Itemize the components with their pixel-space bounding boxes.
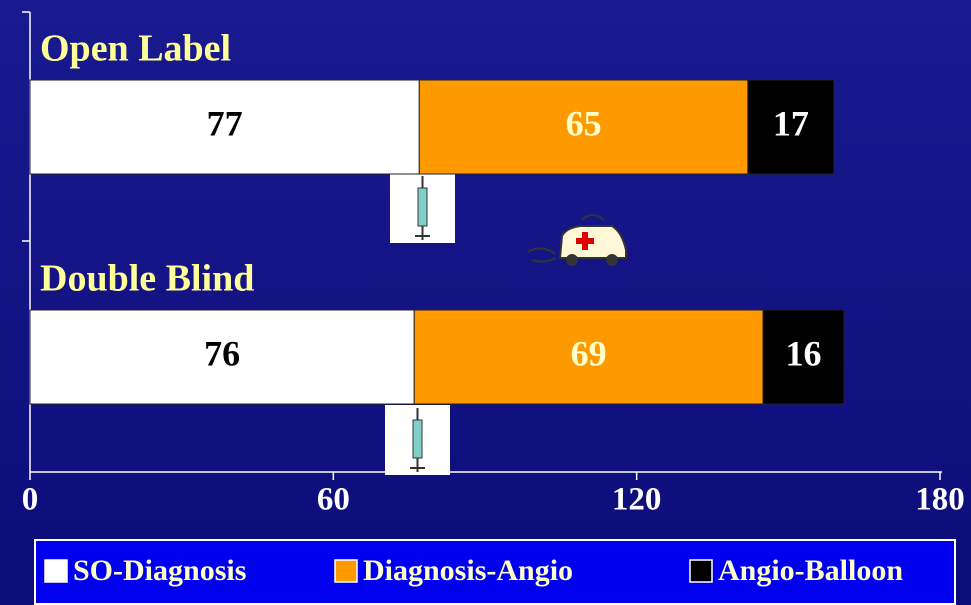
- bar-segment: [762, 309, 845, 405]
- value-label: 76: [204, 333, 240, 373]
- x-tick-label: 0: [22, 482, 39, 518]
- x-tick-label: 180: [915, 482, 965, 518]
- legend-swatch: [689, 559, 713, 583]
- bar-segment: [29, 79, 420, 175]
- value-label: 69: [571, 333, 607, 373]
- category-label: Double Blind: [40, 258, 254, 300]
- legend-label: Diagnosis-Angio: [363, 554, 573, 587]
- category-label: Open Label: [40, 28, 231, 70]
- bar-segment: [747, 79, 835, 175]
- value-label: 77: [207, 103, 243, 143]
- legend: [34, 539, 956, 605]
- bar-segment: [413, 309, 764, 405]
- x-tick-label: 60: [317, 482, 350, 518]
- x-tick-label: 120: [612, 482, 662, 518]
- legend-label: Angio-Balloon: [718, 554, 903, 587]
- syringe-icon: [390, 173, 455, 243]
- legend-swatch: [334, 559, 358, 583]
- legend-label: SO-Diagnosis: [73, 554, 246, 587]
- ambulance-icon: [527, 214, 627, 266]
- value-label: 16: [786, 333, 822, 373]
- value-label: 65: [566, 103, 602, 143]
- value-label: 17: [773, 103, 809, 143]
- bar-segment: [29, 309, 415, 405]
- legend-swatch: [44, 559, 68, 583]
- syringe-icon: [385, 405, 450, 475]
